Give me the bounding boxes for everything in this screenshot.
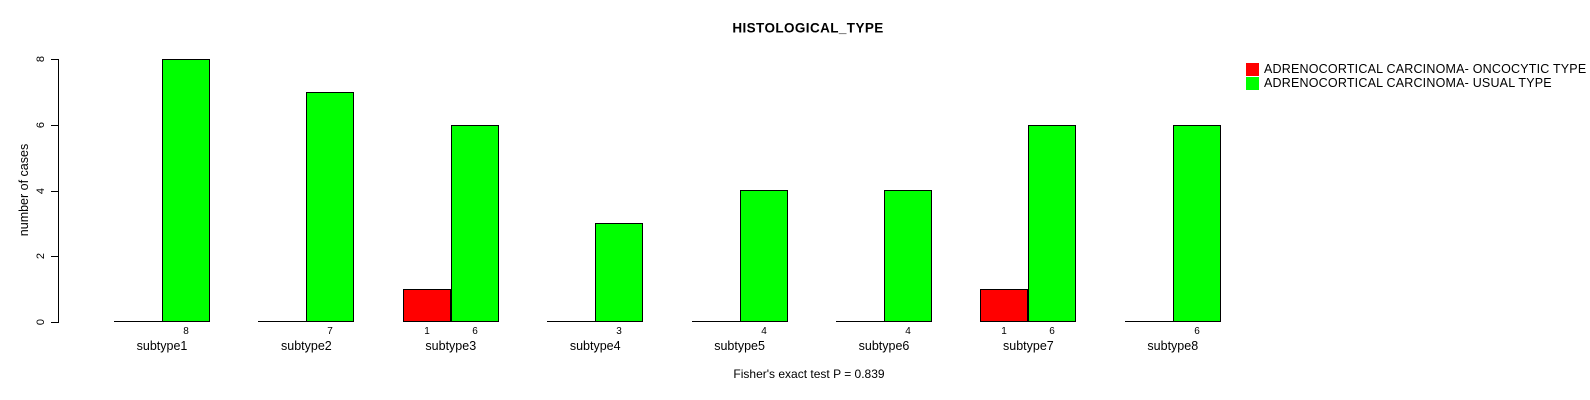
- category-label: subtype2: [281, 339, 332, 353]
- bar-subtype7-series0: [980, 289, 1028, 322]
- category-label: subtype4: [569, 339, 621, 353]
- y-axis-line: [58, 59, 59, 323]
- bar-value-label: 6: [1049, 326, 1055, 337]
- legend-label: ADRENOCORTICAL CARCINOMA- ONCOCYTIC TYPE: [1264, 62, 1587, 76]
- zero-bar-line: [692, 321, 741, 322]
- bar-subtype3-series0: [403, 289, 451, 322]
- bar-subtype4-series1: [595, 223, 643, 322]
- bar-subtype5-series1: [740, 190, 788, 322]
- bar-value-label: 4: [905, 326, 911, 337]
- category-label: subtype3: [425, 339, 477, 353]
- bar-value-label: 8: [183, 326, 189, 337]
- y-tick: [51, 256, 58, 257]
- bar-subtype3-series1: [451, 125, 499, 322]
- bar-value-label: 4: [761, 326, 767, 337]
- y-tick-label: 8: [35, 55, 47, 63]
- zero-bar-line: [114, 321, 163, 322]
- legend-swatch-icon: [1246, 62, 1259, 76]
- category-label: subtype5: [714, 339, 765, 353]
- y-tick: [51, 322, 58, 323]
- zero-bar-line: [1125, 321, 1174, 322]
- category-label: subtype6: [858, 339, 910, 353]
- bar-subtype8-series1: [1173, 125, 1221, 322]
- category-label: subtype7: [1003, 339, 1054, 353]
- bar-subtype6-series1: [884, 190, 932, 322]
- bar-subtype1-series1: [162, 59, 210, 322]
- bar-value-label: 1: [1001, 326, 1007, 337]
- y-tick: [51, 191, 58, 192]
- bar-value-label: 6: [472, 326, 478, 337]
- legend-item-1: ADRENOCORTICAL CARCINOMA- USUAL TYPE: [1246, 76, 1586, 90]
- bar-value-label: 3: [616, 326, 622, 337]
- legend-swatch-icon: [1246, 76, 1259, 90]
- y-axis-label: number of cases: [17, 143, 31, 237]
- zero-bar-line: [547, 321, 596, 322]
- legend-item-0: ADRENOCORTICAL CARCINOMA- ONCOCYTIC TYPE: [1246, 62, 1586, 76]
- legend-label: ADRENOCORTICAL CARCINOMA- USUAL TYPE: [1264, 76, 1552, 90]
- y-tick: [51, 59, 58, 60]
- y-tick-label: 0: [35, 318, 47, 326]
- bar-subtype7-series1: [1028, 125, 1076, 322]
- y-tick: [51, 125, 58, 126]
- bar-value-label: 1: [424, 326, 430, 337]
- y-tick-label: 6: [35, 121, 47, 129]
- category-label: subtype8: [1147, 339, 1199, 353]
- zero-bar-line: [258, 321, 307, 322]
- y-tick-label: 2: [35, 252, 47, 260]
- chart-title: HISTOLOGICAL_TYPE: [732, 20, 884, 36]
- bar-subtype2-series1: [306, 92, 354, 322]
- bar-value-label: 7: [327, 326, 333, 337]
- zero-bar-line: [836, 321, 885, 322]
- category-label: subtype1: [136, 339, 188, 353]
- bar-value-label: 6: [1194, 326, 1200, 337]
- stat-annotation: Fisher's exact test P = 0.839: [733, 367, 885, 381]
- y-tick-label: 4: [35, 187, 47, 195]
- legend: ADRENOCORTICAL CARCINOMA- ONCOCYTIC TYPE…: [1246, 62, 1586, 90]
